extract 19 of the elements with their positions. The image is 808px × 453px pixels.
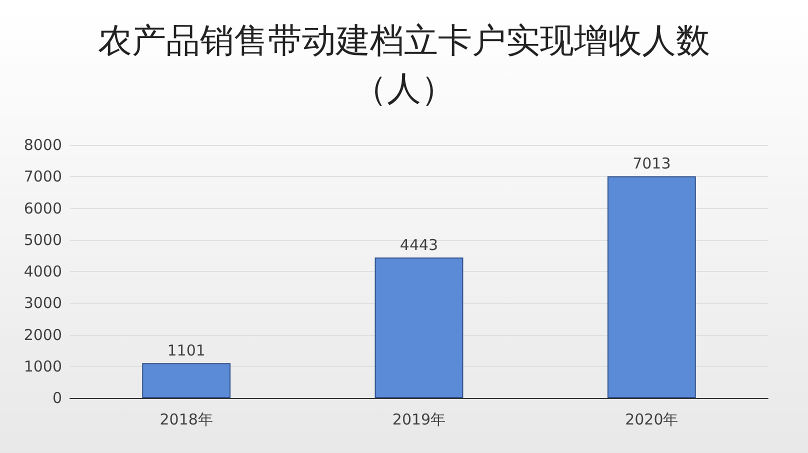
bar: [142, 363, 231, 398]
y-tick-label: 0: [52, 389, 62, 407]
chart-title: 农产品销售带动建档立卡户实现增收人数（人）: [98, 21, 710, 109]
y-tick-label: 8000: [24, 136, 62, 154]
y-tick-label: 5000: [24, 230, 62, 249]
y-tick-label: 3000: [24, 294, 62, 312]
x-tick-label: 2018年: [160, 410, 213, 428]
bar: [607, 176, 696, 398]
y-tick-label: 4000: [24, 262, 62, 280]
y-tick-label: 1000: [24, 357, 62, 376]
data-label: 1101: [167, 342, 206, 360]
y-tick-label: 6000: [24, 199, 62, 218]
data-label: 4443: [400, 236, 438, 254]
bar: [374, 257, 464, 398]
y-tick-label: 7000: [24, 168, 62, 186]
y-tick-label: 2000: [24, 326, 62, 344]
data-label: 7013: [632, 154, 671, 173]
x-tick-label: 2020年: [625, 410, 678, 428]
x-tick-label: 2019年: [392, 410, 446, 428]
